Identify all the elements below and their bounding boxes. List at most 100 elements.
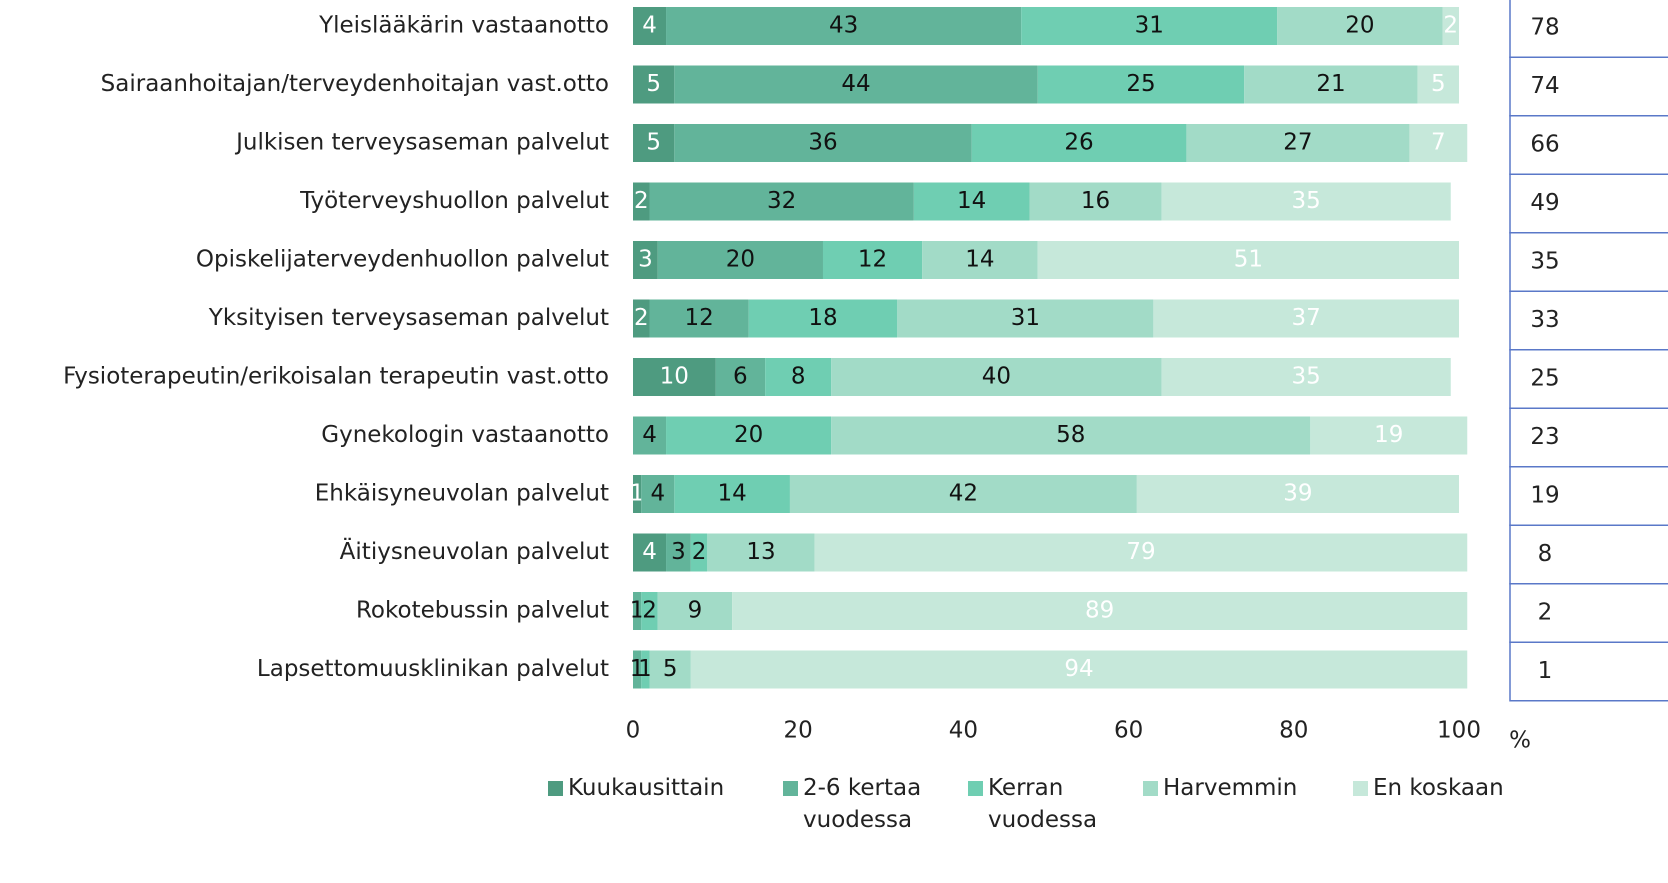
- total-value: 23: [1530, 424, 1559, 450]
- bar-segment: [633, 65, 675, 104]
- bar-segment: [1021, 7, 1278, 45]
- data-label: 3: [638, 247, 653, 273]
- y-tick-label: Fysioterapeutin/erikoisalan terapeutin v…: [63, 364, 609, 390]
- bar-segment: [633, 416, 667, 455]
- data-label: 20: [726, 247, 755, 273]
- y-tick-label: Julkisen terveysaseman palvelut: [234, 130, 609, 156]
- data-label: 40: [982, 364, 1011, 390]
- bar-segment: [913, 182, 1030, 221]
- bar-segment: [633, 533, 667, 572]
- bar-segment: [641, 475, 675, 513]
- bar-segment: [789, 475, 1137, 513]
- data-label: 26: [1064, 130, 1093, 156]
- bar-segment: [633, 124, 675, 162]
- data-label: 2: [1443, 13, 1458, 39]
- bar-segment: [732, 592, 1468, 630]
- y-tick-label: Rokotebussin palvelut: [356, 598, 609, 624]
- bar-segment: [657, 241, 823, 279]
- bar-segment: [748, 299, 898, 338]
- data-label: 35: [1292, 364, 1321, 390]
- data-label: 2: [634, 188, 649, 214]
- data-label: 13: [746, 539, 775, 565]
- total-value: 33: [1530, 307, 1559, 333]
- legend-swatch: [968, 781, 983, 796]
- data-label: 4: [642, 422, 657, 448]
- data-label: 14: [717, 481, 746, 507]
- bar-segment: [814, 533, 1468, 572]
- total-value: 74: [1530, 73, 1559, 99]
- bar-segment: [674, 65, 1038, 104]
- bar-segment: [666, 416, 832, 455]
- bar-segment: [690, 650, 1468, 689]
- data-label: 35: [1292, 188, 1321, 214]
- data-label: 1: [638, 656, 653, 682]
- data-label: 43: [829, 13, 858, 39]
- total-value: 66: [1530, 132, 1559, 158]
- data-label: 20: [734, 422, 763, 448]
- data-label: 3: [671, 539, 686, 565]
- total-value: 35: [1530, 249, 1559, 275]
- total-value: 78: [1530, 15, 1559, 41]
- legend-item: Harvemmin: [1143, 772, 1353, 836]
- data-label: 2: [642, 598, 657, 624]
- data-label: 5: [646, 71, 661, 97]
- x-tick-label: 0: [626, 718, 641, 744]
- y-tick-label: Sairaanhoitajan/terveydenhoitajan vast.o…: [101, 71, 609, 97]
- bar-segment: [633, 650, 642, 689]
- data-label: 37: [1292, 305, 1321, 331]
- total-value: 1: [1538, 658, 1553, 684]
- legend-label: En koskaan: [1373, 775, 1504, 801]
- bar-segment: [1417, 65, 1459, 104]
- bar-segment: [765, 358, 832, 396]
- y-tick-label: Opiskelijaterveydenhuollon palvelut: [196, 247, 609, 273]
- x-tick-label: 20: [784, 718, 813, 744]
- bar-segment: [666, 7, 1022, 45]
- data-label: 4: [642, 539, 657, 565]
- x-tick-label: 60: [1114, 718, 1143, 744]
- legend-swatch: [548, 781, 563, 796]
- data-label: 2: [634, 305, 649, 331]
- x-tick-label: 80: [1279, 718, 1308, 744]
- bar-segment: [1277, 7, 1443, 45]
- bar-segment: [633, 299, 650, 338]
- bar-segment: [657, 592, 733, 630]
- x-tick-label: 100: [1437, 718, 1481, 744]
- bar-segment: [1244, 65, 1418, 104]
- data-label: 32: [767, 188, 796, 214]
- y-tick-label: Gynekologin vastaanotto: [321, 422, 609, 448]
- data-label: 89: [1085, 598, 1114, 624]
- bar-segment: [1029, 182, 1162, 221]
- data-label: 20: [1345, 13, 1374, 39]
- legend-swatch: [783, 781, 798, 796]
- legend-label: Harvemmin: [1163, 775, 1298, 801]
- legend-item: Kuukausittain: [548, 772, 783, 836]
- y-tick-label: Yleislääkärin vastaanotto: [318, 13, 609, 39]
- data-label: 14: [957, 188, 986, 214]
- bar-segment: [897, 299, 1154, 338]
- data-label: 79: [1126, 539, 1155, 565]
- bar-segment: [633, 241, 658, 279]
- data-label: 36: [808, 130, 837, 156]
- total-value: 2: [1538, 600, 1553, 626]
- data-label: 12: [858, 247, 887, 273]
- x-unit: %: [1509, 728, 1531, 754]
- data-label: 31: [1011, 305, 1040, 331]
- bar-segment: [666, 533, 691, 572]
- bar-segment: [633, 358, 716, 396]
- bar-segment: [922, 241, 1038, 279]
- y-tick-label: Lapsettomuusklinikan palvelut: [257, 656, 609, 682]
- total-value: 8: [1538, 541, 1553, 567]
- bar-segment: [1153, 299, 1459, 338]
- data-label: 7: [1431, 130, 1446, 156]
- bar-segment: [1442, 7, 1459, 45]
- bar-segment: [1161, 182, 1451, 221]
- bar-segment: [707, 533, 815, 572]
- y-tick-label: Ehkäisyneuvolan palvelut: [315, 481, 609, 507]
- bar-segment: [633, 7, 667, 45]
- data-label: 21: [1316, 71, 1345, 97]
- bar-segment: [822, 241, 923, 279]
- bar-segment: [1136, 475, 1459, 513]
- bar-segment: [1310, 416, 1468, 455]
- total-value: 25: [1530, 366, 1559, 392]
